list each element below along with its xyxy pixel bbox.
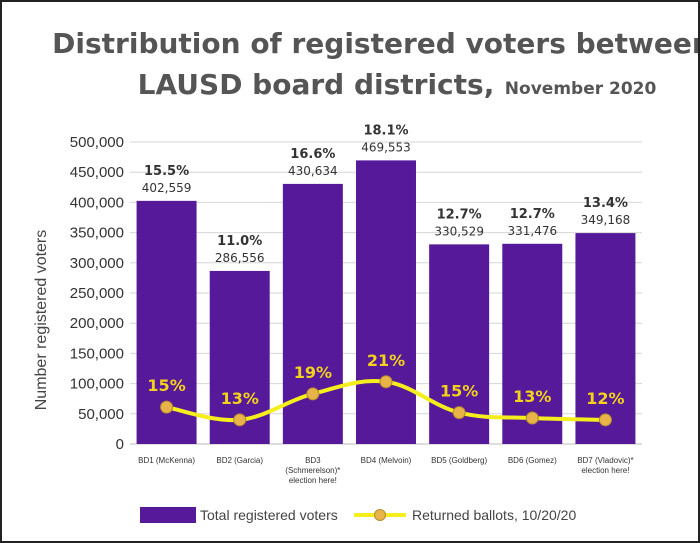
x-tick-label-line: election here! xyxy=(581,466,629,475)
x-tick-label-line: BD7 (Vladovic)* xyxy=(577,456,633,465)
returned-ballots-point xyxy=(379,375,393,389)
x-tick-label-line: (Schmerelson)* xyxy=(285,466,340,475)
y-tick-label: 400,000 xyxy=(70,194,124,211)
x-tick-label: BD6 (Gomez) xyxy=(508,456,557,465)
y-tick-label: 250,000 xyxy=(70,285,124,302)
bar-value-label: 331,476 xyxy=(507,224,557,238)
bar-value-label: 349,168 xyxy=(581,213,631,227)
y-tick-label: 200,000 xyxy=(70,315,124,332)
returned-ballots-point xyxy=(233,413,247,427)
y-axis-ticks: 0 50,000 100,000 150,000 200,000 250,000 300,0… xyxy=(70,134,124,453)
legend-label-returned: Returned ballots, 10/20/20 xyxy=(412,507,576,523)
bar xyxy=(282,183,343,444)
legend-swatch-registered xyxy=(140,507,196,523)
chart-title: Distribution of registered voters betwee… xyxy=(52,27,698,60)
x-axis-categories: BD1 (McKenna) BD2 (Garcia) BD3 (Schmerelson… xyxy=(138,456,634,485)
chart-title-line2: LAUSD board districts, November 2020 xyxy=(138,68,657,101)
bar-share-label: 15.5% xyxy=(144,164,189,179)
bar-share-label: 12.7% xyxy=(437,207,482,222)
returned-ballots-point xyxy=(452,406,466,420)
x-tick-label-line: election here! xyxy=(289,476,337,485)
returned-ballots-label: 15% xyxy=(440,382,478,401)
x-tick-label: BD4 (Melvoin) xyxy=(361,456,412,465)
y-tick-label: 150,000 xyxy=(70,345,124,362)
x-tick-label: BD5 (Goldberg) xyxy=(431,456,487,465)
y-tick-label: 100,000 xyxy=(70,376,124,393)
bar xyxy=(502,243,563,444)
bar-series xyxy=(136,160,636,444)
x-tick-label-line: BD1 (McKenna) xyxy=(138,456,195,465)
bar-share-label: 11.0% xyxy=(217,234,262,249)
bar-share-label: 16.6% xyxy=(290,147,335,162)
y-tick-label: 350,000 xyxy=(70,225,124,242)
returned-ballots-label: 13% xyxy=(221,389,259,408)
returned-ballots-label: 15% xyxy=(147,376,185,395)
x-tick-label: BD3 (Schmerelson)* election here! xyxy=(285,456,340,485)
bar-value-label: 430,634 xyxy=(288,164,338,178)
bar-value-label: 286,556 xyxy=(215,251,265,265)
legend: Total registered voters Returned ballots… xyxy=(140,507,576,523)
returned-ballots-label: 19% xyxy=(294,363,332,382)
bar-value-label: 469,553 xyxy=(361,140,411,154)
y-axis-label: Number registered voters xyxy=(33,230,50,411)
y-tick-label: 0 xyxy=(116,436,124,453)
legend-label-registered: Total registered voters xyxy=(200,507,338,523)
returned-ballots-point xyxy=(525,411,539,425)
bar-share-label: 18.1% xyxy=(363,123,408,138)
returned-ballots-point xyxy=(160,400,174,414)
y-tick-label: 50,000 xyxy=(78,406,124,423)
chart-title-date: November 2020 xyxy=(505,79,657,99)
x-tick-label: BD1 (McKenna) xyxy=(138,456,195,465)
x-tick-label: BD7 (Vladovic)* election here! xyxy=(577,456,633,475)
x-tick-label-line: BD2 (Garcia) xyxy=(216,456,263,465)
y-tick-label: 450,000 xyxy=(70,164,124,181)
y-tick-label: 300,000 xyxy=(70,255,124,272)
x-tick-label-line: BD4 (Melvoin) xyxy=(361,456,412,465)
x-tick-label-line: BD3 xyxy=(305,456,321,465)
returned-ballots-point xyxy=(306,387,320,401)
x-tick-label-line: BD5 (Goldberg) xyxy=(431,456,487,465)
x-tick-label: BD2 (Garcia) xyxy=(216,456,263,465)
returned-ballots-label: 21% xyxy=(367,351,405,370)
bar-share-label: 13.4% xyxy=(583,196,628,211)
line-series: 15% 13% 19% 21% 15% 13% 12% xyxy=(147,351,625,427)
y-tick-label: 500,000 xyxy=(70,134,124,151)
bar-value-label: 402,559 xyxy=(142,181,192,195)
bar xyxy=(575,233,636,444)
legend-marker-returned xyxy=(374,509,386,521)
bar xyxy=(356,160,416,444)
x-tick-label-line: BD6 (Gomez) xyxy=(508,456,557,465)
chart-title-line2-main: LAUSD board districts, xyxy=(138,68,495,101)
bar-value-label: 330,529 xyxy=(434,224,484,238)
returned-ballots-point xyxy=(598,413,612,427)
returned-ballots-label: 12% xyxy=(586,389,624,408)
bar-labels: 15.5% 402,559 11.0% 286,556 16.6% 430,634 18.1… xyxy=(142,123,630,265)
bar-share-label: 12.7% xyxy=(510,207,555,222)
returned-ballots-label: 13% xyxy=(513,387,551,406)
